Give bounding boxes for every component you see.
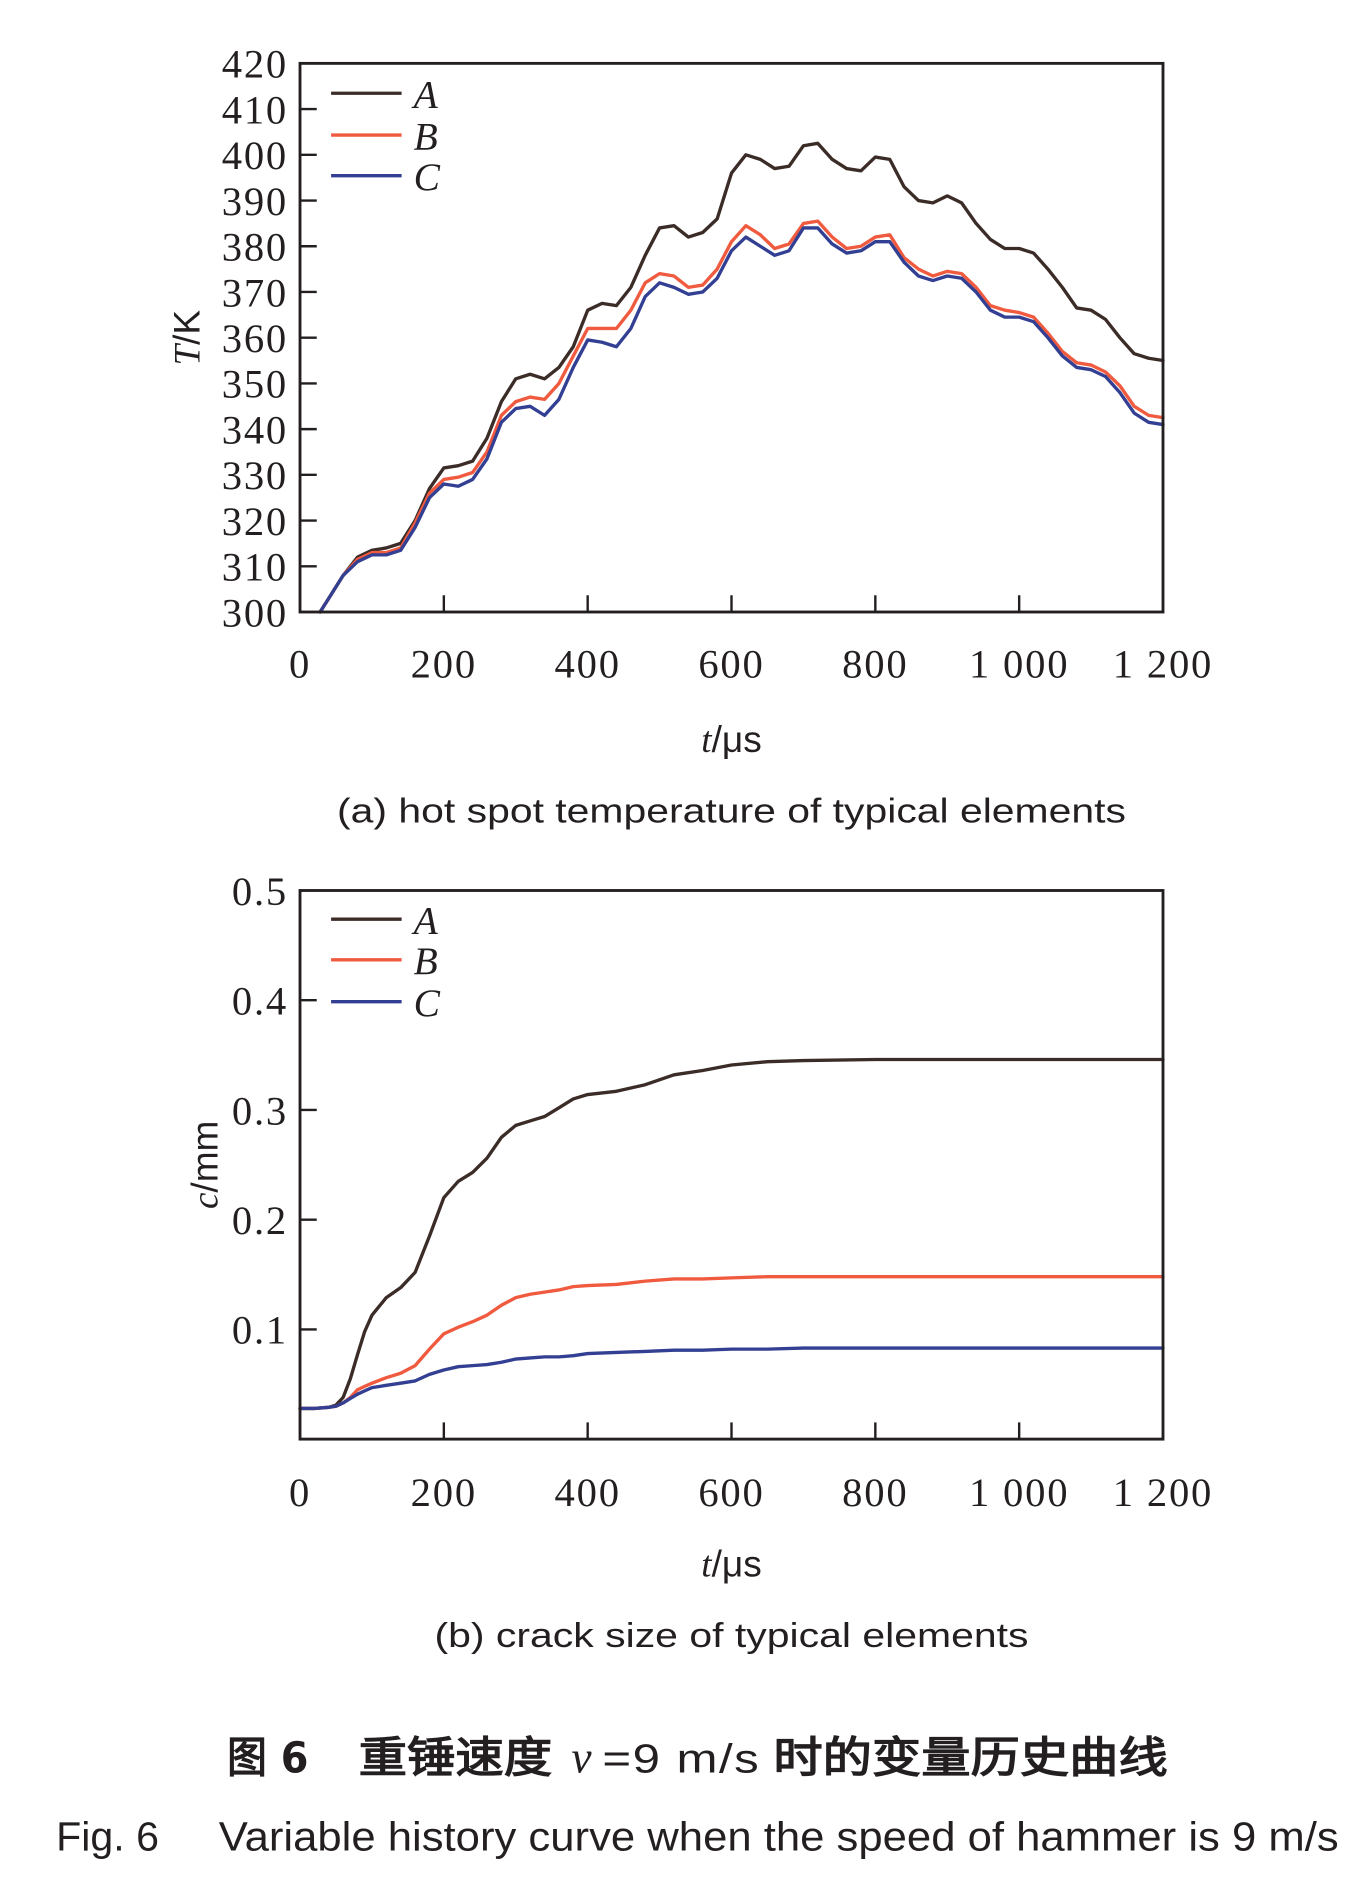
x-tick-label: 200 — [411, 642, 477, 687]
x-tick-label: 1 000 — [969, 1470, 1069, 1515]
legend-label-c: C — [414, 981, 441, 1025]
x-tick-label: 1 000 — [969, 642, 1069, 687]
legend-label-b: B — [414, 114, 438, 158]
x-tick-label: 800 — [842, 1470, 908, 1515]
legend-label-a: A — [411, 899, 439, 943]
y-tick-label: 390 — [222, 179, 288, 224]
figure-title-cn-speed: =9 m/s — [602, 1736, 760, 1782]
legend-label-c: C — [414, 155, 441, 199]
y-tick-label: 350 — [222, 362, 288, 407]
y-tick-label: 380 — [222, 225, 288, 270]
chart-panel-b: 0 200 400 600 800 1 000 1 200 0.1 0.2 0.3 0.4 0.5 AB… — [184, 869, 1213, 1655]
figure-number-en: Fig. 6 — [56, 1813, 159, 1859]
x-tick-label: 1 200 — [1113, 642, 1213, 687]
figure-title-en: Variable history curve when the speed of… — [219, 1813, 1339, 1859]
axis-unit: /K — [166, 310, 208, 345]
series-line-c — [318, 226, 1165, 614]
axis-unit: /μs — [712, 1543, 762, 1585]
series-line-a — [298, 1057, 1165, 1411]
x-tick-label: 1 200 — [1113, 1470, 1213, 1515]
series-line-b — [318, 219, 1165, 614]
x-tick-label: 400 — [555, 642, 621, 687]
y-tick-label: 0.4 — [232, 979, 288, 1024]
y-tick-label: 320 — [222, 499, 288, 544]
x-tick-label: 200 — [411, 1470, 477, 1515]
y-tick-label: 360 — [222, 316, 288, 361]
y-tick-label: 330 — [222, 453, 288, 498]
series-line-a — [318, 141, 1165, 614]
axis-quantity-symbol: c — [186, 1192, 227, 1209]
y-axis-label: T/K — [166, 310, 209, 366]
x-tick-label: 400 — [555, 1470, 621, 1515]
x-axis-label: t/μs — [701, 718, 761, 761]
figure-number-cn: 图 6 — [227, 1734, 308, 1784]
y-axis-label: c/mm — [184, 1121, 227, 1209]
panel-caption: (b) crack size of typical elements — [434, 1617, 1028, 1655]
chart-panel-a: 0 200 400 600 800 1 000 1 200 30031032033034035… — [166, 42, 1213, 831]
series-line-b — [298, 1275, 1165, 1411]
figure-caption-en: Fig. 6 Variable history curve when the s… — [56, 1813, 1339, 1859]
axis-unit: /mm — [184, 1121, 226, 1193]
figure-caption-cn: 图 6 重锤速度 v =9 m/s 时的变量历史曲线 — [227, 1733, 1168, 1784]
y-tick-label: 420 — [222, 42, 288, 87]
y-tick-label: 400 — [222, 133, 288, 178]
legend-label-a: A — [411, 73, 439, 117]
series-group — [298, 1057, 1165, 1411]
y-tick-label: 340 — [222, 407, 288, 452]
y-tick-label: 0.5 — [232, 869, 288, 914]
legend: ABC — [331, 899, 441, 1025]
axis-unit: /μs — [712, 718, 762, 760]
x-tick-label: 600 — [698, 642, 764, 687]
y-tick-label: 0.3 — [232, 1088, 288, 1133]
x-tick-label: 0 — [289, 642, 311, 687]
y-tick-label: 410 — [222, 87, 288, 132]
legend: ABC — [331, 73, 441, 199]
y-tick-label: 0.1 — [232, 1308, 288, 1353]
series-line-c — [298, 1346, 1165, 1411]
axis-quantity-symbol: t — [701, 720, 713, 761]
axis-quantity-symbol: T — [168, 342, 209, 365]
x-axis-label: t/μs — [701, 1543, 761, 1586]
figure-title-cn-suffix: 时的变量历史曲线 — [773, 1734, 1167, 1784]
y-tick-label: 300 — [222, 590, 288, 635]
y-tick-label: 370 — [222, 270, 288, 315]
figure-title-cn-prefix: 重锤速度 — [359, 1734, 553, 1784]
x-tick-label: 800 — [842, 642, 908, 687]
x-tick-label: 0 — [289, 1470, 311, 1515]
legend-label-b: B — [414, 939, 438, 983]
y-tick-label: 0.2 — [232, 1198, 288, 1243]
panel-caption: (a) hot spot temperature of typical elem… — [337, 792, 1126, 830]
series-group — [318, 141, 1165, 614]
y-tick-label: 310 — [222, 545, 288, 590]
x-tick-label: 600 — [698, 1470, 764, 1515]
axis-quantity-symbol: t — [701, 1545, 713, 1586]
charts-layer: 0 200 400 600 800 1 000 1 200 30031032033034035… — [166, 42, 1213, 1655]
figure-title-cn-variable: v — [571, 1733, 592, 1783]
